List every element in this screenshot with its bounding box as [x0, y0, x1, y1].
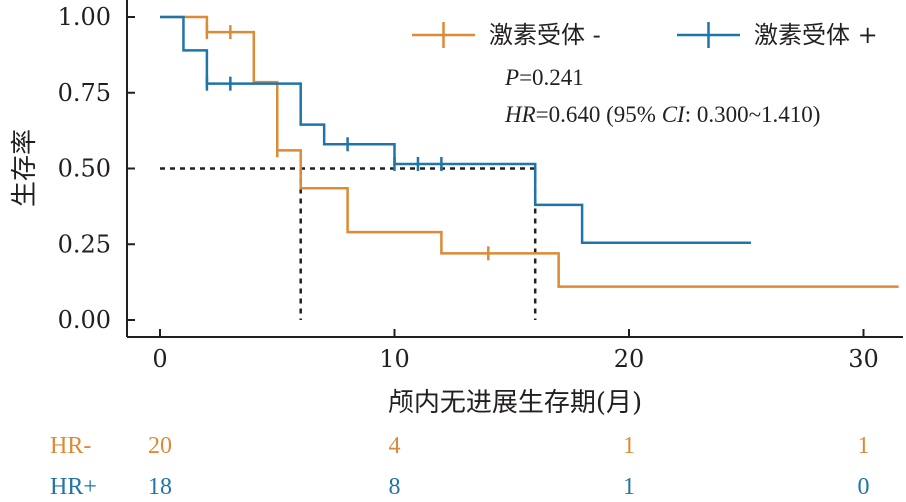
risk-row-label: HR+	[50, 474, 97, 500]
series-lines	[160, 15, 899, 288]
risk-count: 20	[148, 433, 172, 459]
risk-count: 1	[623, 474, 635, 500]
risk-count: 8	[389, 474, 401, 500]
p-value-annotation: P=0.241	[504, 65, 584, 90]
legend: 激素受体 - 激素受体 +	[412, 21, 878, 49]
series-hr-pos	[160, 15, 751, 244]
ci-range: : 0.300~1.410)	[685, 102, 821, 127]
x-ticks: 0 10 20 30	[152, 329, 879, 373]
x-axis-title: 颅内无进展生存期(月)	[388, 388, 642, 418]
risk-count: 4	[389, 433, 401, 459]
series-hr-neg	[160, 15, 899, 288]
ci-label: CI	[662, 102, 686, 127]
y-ticks: 0.00 0.25 0.50 0.75 1.00	[58, 3, 135, 334]
y-tick-label: 0.25	[58, 230, 111, 258]
risk-count: 18	[148, 474, 172, 500]
x-tick-label: 30	[848, 345, 879, 373]
risk-row-label: HR-	[50, 433, 91, 459]
y-tick-label: 0.75	[58, 79, 111, 107]
p-label: P	[504, 65, 519, 90]
x-tick-label: 20	[614, 345, 645, 373]
risk-count: 0	[858, 474, 870, 500]
y-tick-label: 0.50	[58, 155, 111, 183]
legend-label-hr-neg: 激素受体 -	[489, 21, 601, 49]
x-tick-label: 10	[379, 345, 410, 373]
risk-count: 1	[623, 433, 635, 459]
hr-annotation: HR=0.640 (95% CI: 0.300~1.410)	[504, 102, 820, 127]
y-tick-label: 1.00	[58, 3, 111, 31]
risk-table: HR- 20 4 1 1 HR+ 18 8 1 0	[50, 433, 870, 500]
x-tick-label: 0	[152, 345, 167, 373]
axes: 0.00 0.25 0.50 0.75 1.00 0 10 20 30	[58, 0, 903, 373]
hr-value: =0.640 (95%	[536, 102, 662, 127]
survival-curve	[160, 15, 899, 288]
y-tick-label: 0.00	[58, 306, 111, 334]
y-axis-title: 生存率	[10, 129, 40, 207]
p-value: =0.241	[519, 65, 584, 90]
median-lines	[160, 167, 537, 320]
risk-count: 1	[858, 433, 870, 459]
survival-curve	[160, 15, 751, 244]
legend-label-hr-pos: 激素受体 +	[754, 21, 878, 49]
hr-label: HR	[504, 102, 536, 127]
